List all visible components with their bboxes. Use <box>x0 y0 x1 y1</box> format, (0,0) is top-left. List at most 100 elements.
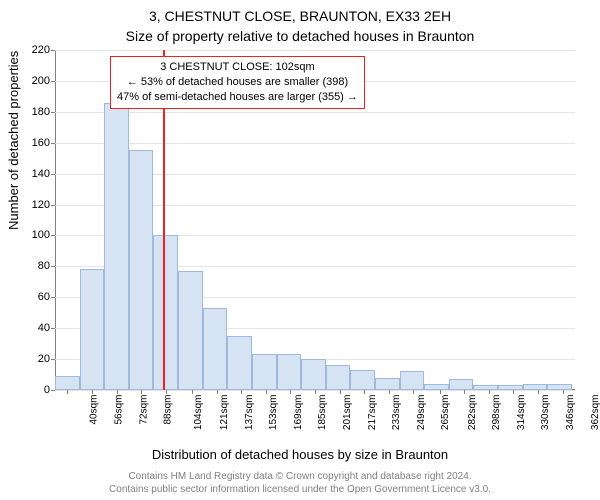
x-tick-mark <box>117 390 118 394</box>
x-tick-mark <box>538 390 539 394</box>
annotation-box: 3 CHESTNUT CLOSE: 102sqm← 53% of detache… <box>110 56 365 109</box>
x-tick-label: 298sqm <box>491 395 502 431</box>
x-tick-mark <box>92 390 93 394</box>
x-tick-mark <box>489 390 490 394</box>
x-tick-label: 72sqm <box>138 395 149 425</box>
y-axis-line <box>55 50 56 390</box>
x-tick-mark <box>266 390 267 394</box>
y-tick-mark <box>51 390 55 391</box>
plot-area: 02040608010012014016018020022040sqm56sqm… <box>55 50 575 390</box>
y-tick-mark <box>51 328 55 329</box>
x-tick-label: 233sqm <box>391 395 402 431</box>
y-tick-label: 160 <box>32 137 50 149</box>
x-tick-mark <box>241 390 242 394</box>
y-tick-label: 120 <box>32 199 50 211</box>
x-tick-label: 314sqm <box>516 395 527 431</box>
x-tick-label: 249sqm <box>416 395 427 431</box>
histogram-bar <box>424 384 449 390</box>
y-tick-mark <box>51 359 55 360</box>
x-tick-label: 56sqm <box>113 395 124 425</box>
x-tick-mark <box>389 390 390 394</box>
histogram-bar <box>350 370 375 390</box>
y-tick-mark <box>51 50 55 51</box>
chart-title-line1: 3, CHESTNUT CLOSE, BRAUNTON, EX33 2EH <box>0 8 600 24</box>
x-tick-label: 104sqm <box>193 395 204 431</box>
x-tick-label: 362sqm <box>590 395 600 431</box>
histogram-bar <box>227 336 252 390</box>
y-tick-mark <box>51 266 55 267</box>
x-tick-mark <box>563 390 564 394</box>
histogram-bar <box>301 359 326 390</box>
footer-line2: Contains public sector information licen… <box>0 484 600 497</box>
x-tick-label: 137sqm <box>244 395 255 431</box>
x-tick-label: 282sqm <box>467 395 478 431</box>
x-tick-label: 185sqm <box>317 395 328 431</box>
x-tick-label: 346sqm <box>565 395 576 431</box>
plot-inner: 02040608010012014016018020022040sqm56sqm… <box>55 50 575 390</box>
y-axis-label: Number of detached properties <box>6 51 21 230</box>
histogram-bar <box>203 308 228 390</box>
x-tick-label: 88sqm <box>163 395 174 425</box>
y-tick-label: 40 <box>38 322 50 334</box>
annotation-line-1: 3 CHESTNUT CLOSE: 102sqm <box>117 60 358 75</box>
x-tick-label: 330sqm <box>541 395 552 431</box>
histogram-bar <box>153 235 178 390</box>
histogram-bar <box>252 354 277 390</box>
y-tick-mark <box>51 297 55 298</box>
x-axis-label: Distribution of detached houses by size … <box>0 447 600 462</box>
histogram-bar <box>547 384 572 390</box>
x-tick-mark <box>315 390 316 394</box>
histogram-bar <box>326 365 351 390</box>
y-tick-label: 200 <box>32 75 50 87</box>
histogram-bar <box>55 376 80 390</box>
histogram-bar <box>277 354 302 390</box>
x-tick-label: 265sqm <box>441 395 452 431</box>
y-tick-mark <box>51 112 55 113</box>
histogram-bar <box>473 385 498 390</box>
footer-attribution: Contains HM Land Registry data © Crown c… <box>0 471 600 496</box>
y-tick-label: 20 <box>38 353 50 365</box>
y-tick-mark <box>51 235 55 236</box>
y-tick-label: 140 <box>32 168 50 180</box>
gridline-h <box>55 143 575 144</box>
x-tick-mark <box>440 390 441 394</box>
x-tick-mark <box>364 390 365 394</box>
x-tick-mark <box>166 390 167 394</box>
histogram-bar <box>523 384 548 390</box>
x-tick-label: 169sqm <box>293 395 304 431</box>
x-tick-label: 201sqm <box>342 395 353 431</box>
x-tick-mark <box>141 390 142 394</box>
x-tick-label: 153sqm <box>268 395 279 431</box>
x-tick-mark <box>67 390 68 394</box>
x-tick-label: 40sqm <box>89 395 100 425</box>
histogram-bar <box>375 378 400 390</box>
x-tick-mark <box>513 390 514 394</box>
x-tick-mark <box>340 390 341 394</box>
annotation-line-3: 47% of semi-detached houses are larger (… <box>117 90 358 105</box>
y-tick-label: 100 <box>32 229 50 241</box>
y-tick-label: 0 <box>44 384 50 396</box>
y-tick-label: 80 <box>38 260 50 272</box>
y-tick-mark <box>51 205 55 206</box>
histogram-bar <box>400 371 425 390</box>
histogram-bar <box>449 379 474 390</box>
y-tick-label: 220 <box>32 44 50 56</box>
x-tick-label: 121sqm <box>219 395 230 431</box>
x-tick-mark <box>192 390 193 394</box>
footer-line1: Contains HM Land Registry data © Crown c… <box>0 471 600 484</box>
y-tick-label: 180 <box>32 106 50 118</box>
chart-container: { "title_line1": "3, CHESTNUT CLOSE, BRA… <box>0 0 600 500</box>
chart-subtitle: Size of property relative to detached ho… <box>0 28 600 44</box>
y-tick-mark <box>51 174 55 175</box>
gridline-h <box>55 112 575 113</box>
gridline-h <box>55 50 575 51</box>
x-tick-mark <box>464 390 465 394</box>
histogram-bar <box>104 103 129 390</box>
histogram-bar <box>129 150 154 390</box>
annotation-line-2: ← 53% of detached houses are smaller (39… <box>117 75 358 90</box>
y-tick-mark <box>51 143 55 144</box>
x-tick-mark <box>413 390 414 394</box>
histogram-bar <box>498 385 523 390</box>
y-tick-label: 60 <box>38 291 50 303</box>
x-tick-label: 217sqm <box>367 395 378 431</box>
